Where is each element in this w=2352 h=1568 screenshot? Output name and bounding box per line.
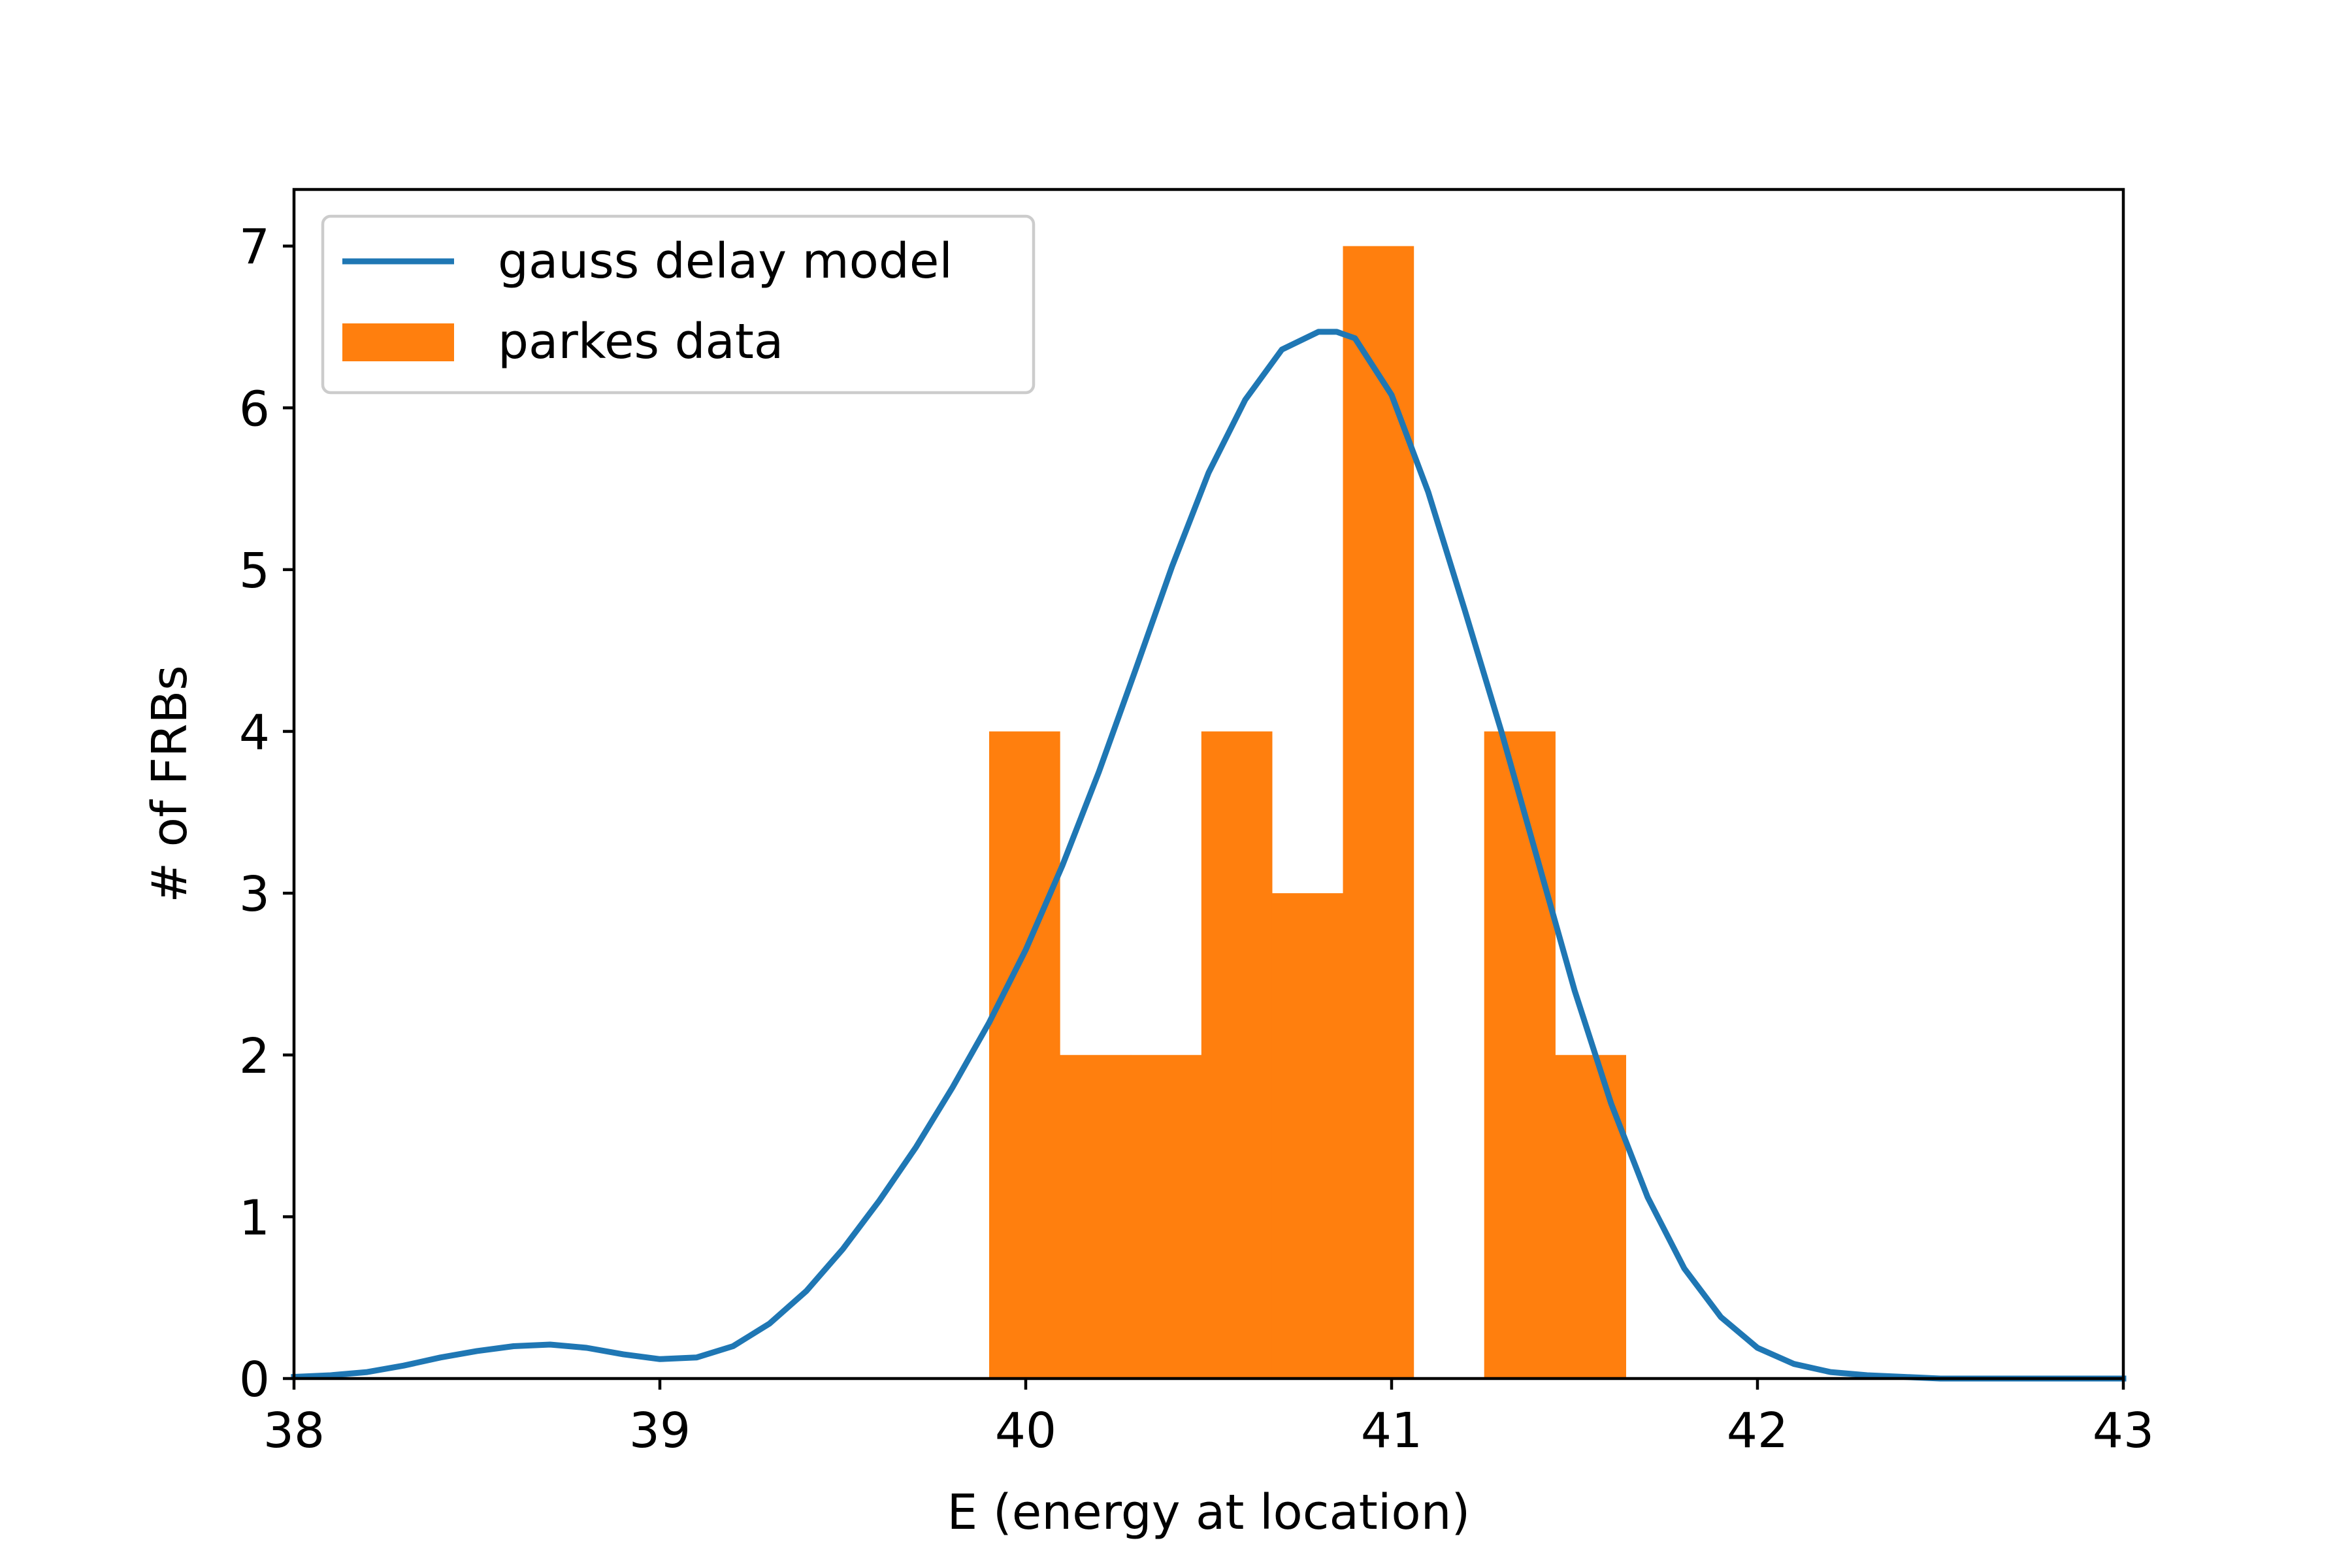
histogram-bar <box>1484 731 1556 1379</box>
histogram-bar <box>1201 731 1273 1379</box>
legend-label-parkes: parkes data <box>498 314 783 370</box>
y-tick-label: 2 <box>239 1028 270 1085</box>
plot-frame <box>292 188 2125 1380</box>
y-tick-label: 0 <box>239 1352 270 1408</box>
y-tick-label: 6 <box>239 381 270 437</box>
y-tick-label: 3 <box>239 866 270 923</box>
y-tick-label: 7 <box>239 220 270 276</box>
legend-box <box>321 214 1036 395</box>
legend: gauss delay model parkes data <box>321 214 1036 395</box>
histogram-bar <box>1555 1054 1626 1379</box>
x-axis: 38 39 40 41 42 43 <box>263 1379 2154 1459</box>
y-axis-label: # of FRBs <box>142 665 198 903</box>
x-axis-label: E (energy at location) <box>947 1484 1471 1541</box>
histogram-bar <box>1060 1054 1132 1379</box>
x-tick-label: 40 <box>995 1403 1056 1459</box>
histogram-bar <box>989 731 1060 1379</box>
y-axis: 0 1 2 3 4 5 6 7 <box>239 220 294 1408</box>
histogram-bar <box>1271 893 1344 1379</box>
legend-bar-swatch <box>342 323 454 361</box>
legend-label-gauss: gauss delay model <box>498 233 953 289</box>
x-tick-label: 38 <box>263 1403 325 1459</box>
x-tick-label: 42 <box>1727 1403 1788 1459</box>
y-tick-label: 5 <box>239 543 270 599</box>
x-tick-label: 43 <box>2093 1403 2154 1459</box>
model-line <box>291 329 2127 1382</box>
histogram-bar <box>1343 246 1414 1379</box>
histogram-bars <box>989 246 1626 1379</box>
histogram-bar <box>1130 1054 1202 1379</box>
y-tick-label: 1 <box>239 1190 270 1246</box>
x-tick-label: 39 <box>629 1403 691 1459</box>
x-tick-label: 41 <box>1361 1403 1422 1459</box>
model-line-layer <box>291 329 2127 1382</box>
y-tick-label: 4 <box>239 705 270 761</box>
